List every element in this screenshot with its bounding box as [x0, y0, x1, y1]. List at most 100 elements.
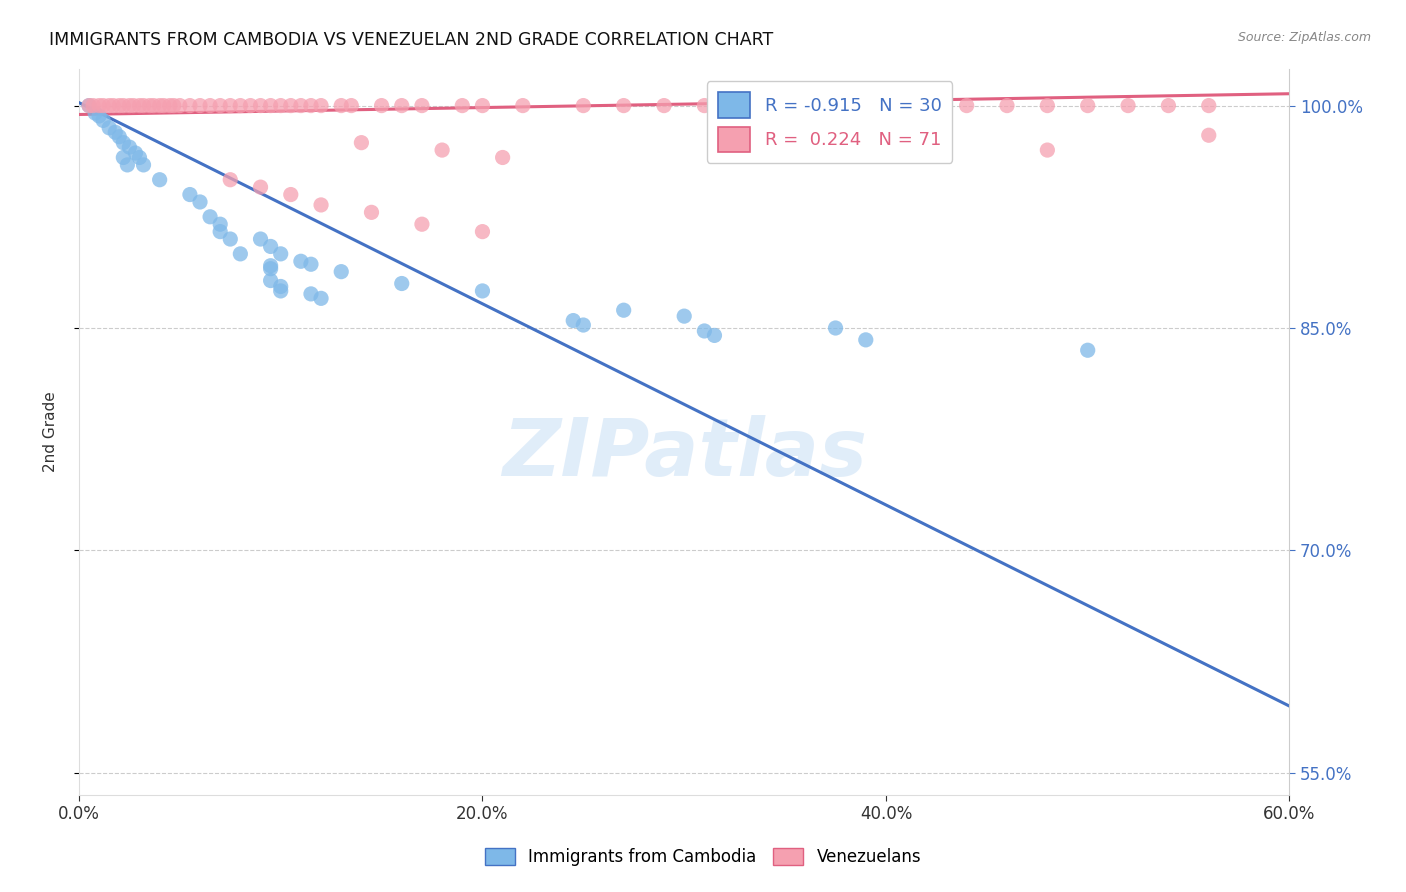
Point — [270, 98, 292, 112]
Point — [219, 172, 242, 186]
Point — [149, 172, 172, 186]
Point — [562, 313, 585, 327]
Point — [259, 239, 281, 253]
Point — [229, 98, 252, 112]
Point — [259, 274, 281, 288]
Point — [915, 98, 938, 112]
Point — [198, 210, 221, 224]
Point — [290, 254, 312, 268]
Point — [471, 225, 494, 239]
Point — [1036, 98, 1059, 112]
Point — [179, 187, 201, 202]
Point — [430, 143, 453, 157]
Point — [209, 217, 232, 231]
Point — [572, 98, 595, 112]
Legend: R = -0.915   N = 30, R =  0.224   N = 71: R = -0.915 N = 30, R = 0.224 N = 71 — [707, 81, 952, 163]
Point — [98, 98, 121, 112]
Legend: Immigrants from Cambodia, Venezuelans: Immigrants from Cambodia, Venezuelans — [478, 841, 928, 873]
Point — [169, 98, 191, 112]
Point — [834, 98, 856, 112]
Point — [340, 98, 363, 112]
Point — [132, 98, 155, 112]
Point — [112, 98, 135, 112]
Point — [814, 98, 837, 112]
Point — [512, 98, 534, 112]
Point — [249, 180, 271, 194]
Point — [77, 98, 100, 112]
Point — [1116, 98, 1139, 112]
Point — [572, 318, 595, 332]
Point — [270, 279, 292, 293]
Point — [875, 98, 897, 112]
Point — [209, 98, 232, 112]
Point — [259, 259, 281, 273]
Point — [229, 247, 252, 261]
Point — [309, 98, 332, 112]
Point — [370, 98, 392, 112]
Point — [1177, 884, 1199, 892]
Point — [280, 98, 302, 112]
Point — [163, 98, 186, 112]
Point — [219, 232, 242, 246]
Point — [855, 333, 877, 347]
Point — [703, 328, 725, 343]
Point — [89, 109, 111, 123]
Point — [734, 98, 756, 112]
Point — [491, 151, 513, 165]
Point — [309, 291, 332, 305]
Point — [188, 98, 211, 112]
Text: ZIPatlas: ZIPatlas — [502, 415, 866, 492]
Point — [159, 98, 181, 112]
Point — [188, 194, 211, 209]
Point — [259, 98, 281, 112]
Point — [693, 324, 716, 338]
Point — [84, 106, 107, 120]
Point — [411, 217, 433, 231]
Point — [1360, 662, 1382, 676]
Point — [391, 98, 413, 112]
Point — [309, 198, 332, 212]
Point — [91, 98, 114, 112]
Point — [773, 98, 796, 112]
Point — [138, 98, 160, 112]
Point — [1036, 143, 1059, 157]
Point — [330, 98, 353, 112]
Point — [89, 98, 111, 112]
Point — [350, 136, 373, 150]
Point — [108, 129, 131, 144]
Point — [299, 286, 322, 301]
Point — [270, 247, 292, 261]
Point — [1077, 343, 1099, 358]
Point — [142, 98, 165, 112]
Point — [122, 98, 145, 112]
Point — [1198, 128, 1220, 143]
Point — [1157, 98, 1180, 112]
Point — [613, 98, 636, 112]
Point — [280, 187, 302, 202]
Point — [290, 98, 312, 112]
Point — [613, 303, 636, 318]
Point — [103, 98, 125, 112]
Point — [179, 98, 201, 112]
Point — [239, 98, 262, 112]
Point — [104, 125, 127, 139]
Point — [112, 136, 135, 150]
Point — [956, 98, 979, 112]
Point — [391, 277, 413, 291]
Point — [128, 151, 150, 165]
Point — [117, 158, 139, 172]
Point — [1198, 98, 1220, 112]
Point — [330, 265, 353, 279]
Point — [673, 309, 696, 323]
Point — [77, 98, 100, 112]
Point — [249, 98, 271, 112]
Point — [132, 158, 155, 172]
Point — [411, 98, 433, 112]
Point — [299, 257, 322, 271]
Point — [693, 98, 716, 112]
Point — [471, 284, 494, 298]
Point — [360, 205, 382, 219]
Point — [995, 98, 1018, 112]
Point — [108, 98, 131, 112]
Point — [82, 98, 104, 112]
